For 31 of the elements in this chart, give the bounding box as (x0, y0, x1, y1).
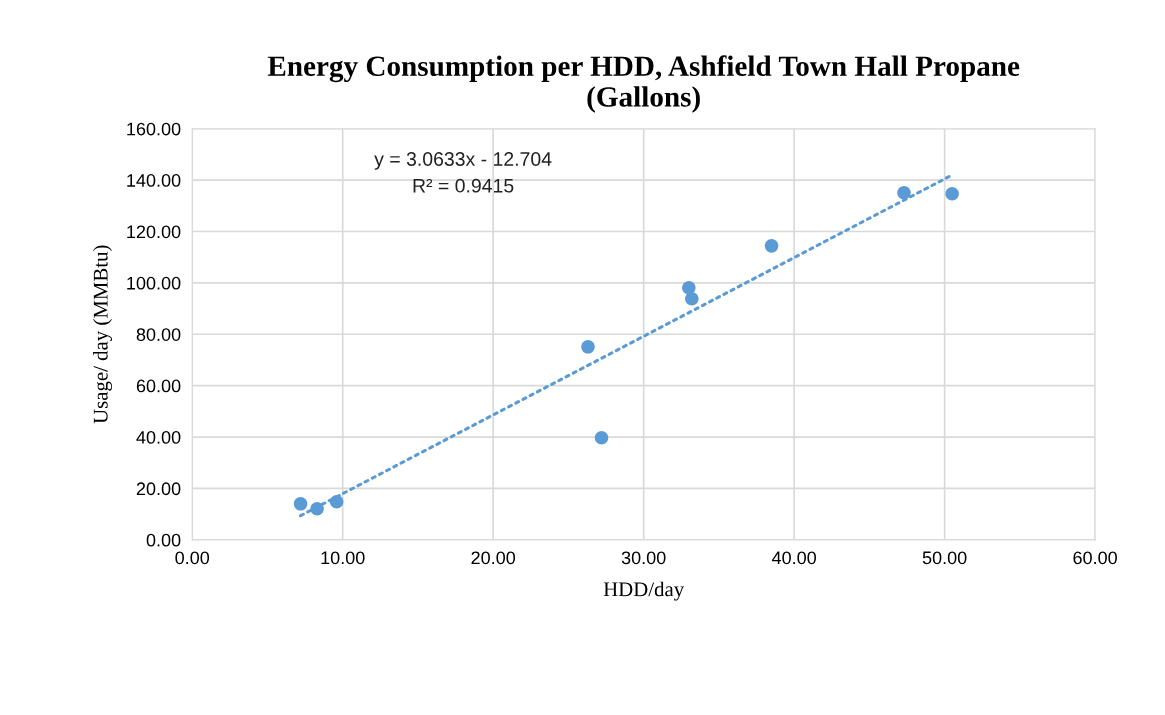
x-tick-label: 10.00 (321, 551, 365, 565)
x-tick-label: 30.00 (621, 551, 666, 565)
x-tick-label: 40.00 (771, 551, 817, 565)
x-tick-label: 20.00 (471, 551, 516, 565)
point (897, 185, 911, 200)
point (310, 501, 324, 516)
x-tick-label: 0.00 (175, 551, 210, 565)
point (685, 292, 699, 306)
annotation: R² = 0.9415 (413, 178, 514, 193)
point (329, 495, 344, 509)
point (581, 340, 595, 354)
y-tick-label: 80.00 (136, 328, 181, 341)
x-tick-label: 60.00 (1073, 551, 1117, 565)
x-axis-title: HDD/day (603, 581, 685, 601)
y-axis-title: Usage/ day (MMBtu) (93, 245, 113, 424)
y-tick-label: 60.00 (136, 379, 181, 393)
y-tick-label: 0.00 (146, 533, 181, 547)
y-tick-label: 120.00 (127, 225, 181, 239)
y-tick-label: 160.00 (127, 122, 181, 136)
y-tick-label: 40.00 (136, 430, 181, 444)
annotation: y = 3.0633x - 12.704 (374, 152, 552, 170)
point (293, 497, 308, 511)
y-tick-label: 20.00 (136, 482, 181, 496)
y-tick-label: 140.00 (127, 174, 181, 187)
x-tick-label: 50.00 (922, 551, 967, 565)
point (764, 239, 779, 253)
point (682, 280, 696, 295)
chart-title: Energy Consumption per HDD, Ashfield Town Hall Propane (Gallons) (267, 55, 1020, 113)
y-tick-label: 100.00 (127, 276, 181, 290)
point (594, 431, 609, 445)
point (945, 186, 959, 201)
